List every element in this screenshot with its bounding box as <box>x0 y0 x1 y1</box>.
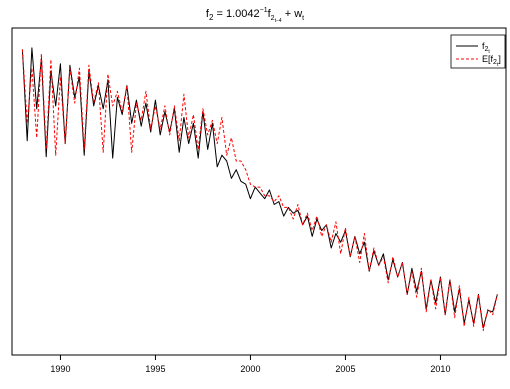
x-axis: 1990 1995 2000 2005 2010 <box>50 355 450 374</box>
x-tick-label-1995: 1995 <box>145 364 165 374</box>
legend: f2t E[f2t] <box>450 34 506 69</box>
series-layer <box>21 47 498 332</box>
plot-frame <box>11 27 507 356</box>
chart-title: f2 = 1.0042−1f2t−4 + wt <box>206 7 304 24</box>
x-tick-label-2010: 2010 <box>430 364 450 374</box>
series-line-f2 <box>21 47 498 329</box>
x-tick-label-2005: 2005 <box>335 364 355 374</box>
x-tick-label-1990: 1990 <box>50 364 70 374</box>
series-line-expected-f2 <box>21 49 498 332</box>
legend-label-f2: f2t <box>482 41 490 55</box>
legend-label-expected-f2: E[f2t] <box>482 54 501 68</box>
x-tick-label-2000: 2000 <box>240 364 260 374</box>
legend-box <box>450 34 506 69</box>
